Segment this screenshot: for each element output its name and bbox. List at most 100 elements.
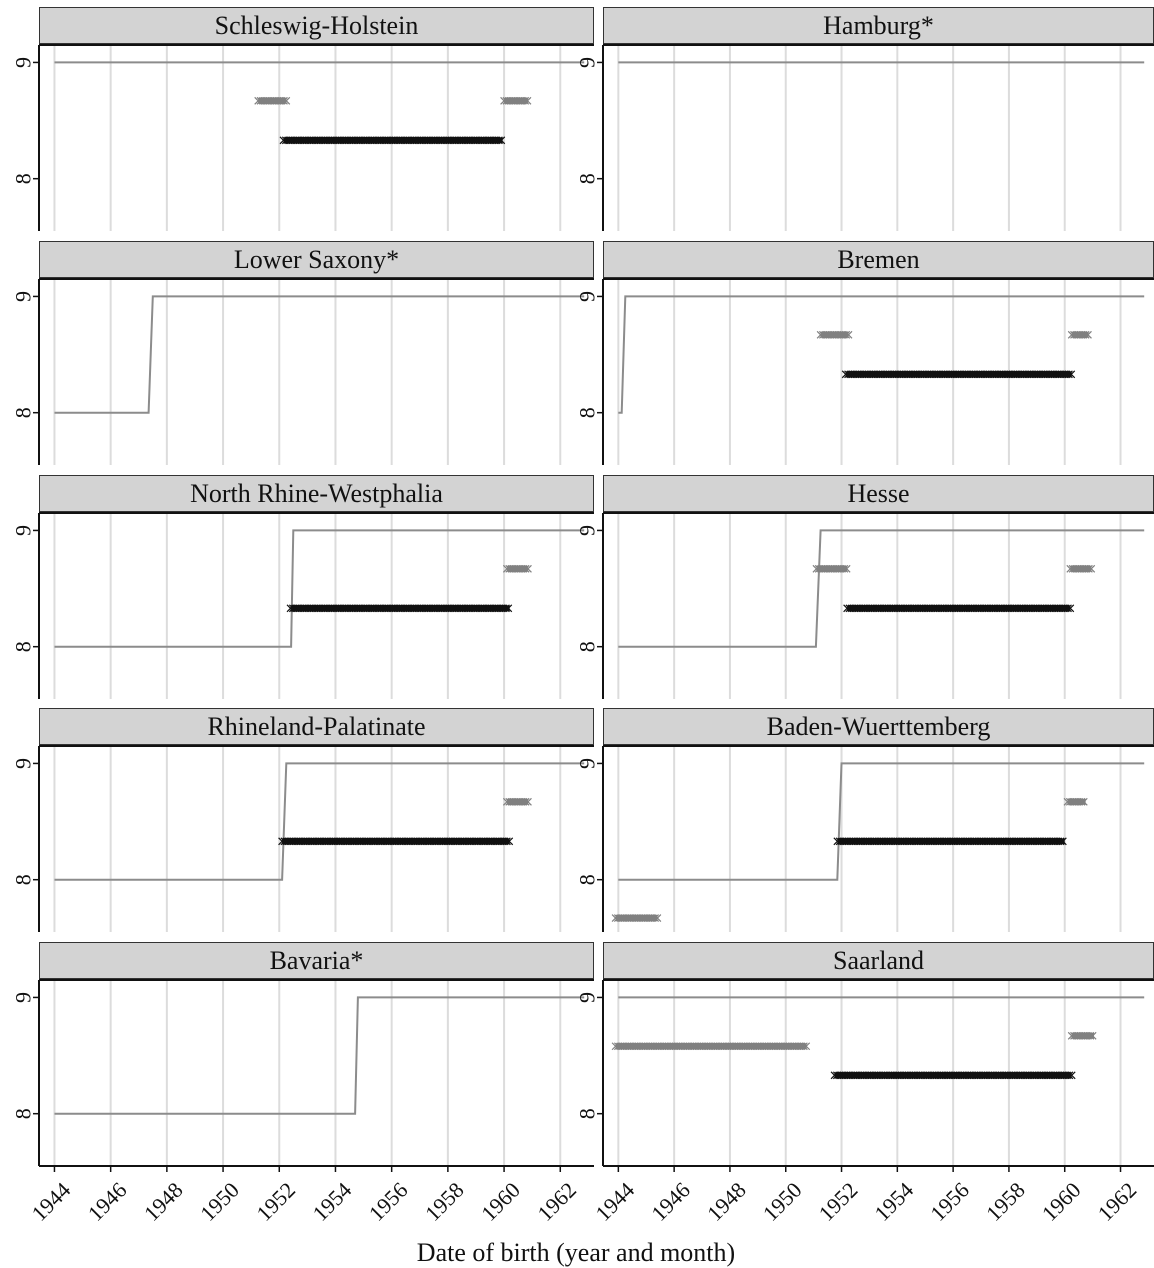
facet-strip: [39, 475, 594, 512]
panel: Rhineland-Palatinate 8 9: [11, 708, 594, 932]
x-tick-label: 1950: [758, 1177, 807, 1226]
segment-gray: [500, 96, 532, 105]
step-line: [618, 295, 1145, 414]
x-tick-label: 1952: [814, 1177, 863, 1226]
panel: Saarland 8 9: [575, 942, 1154, 1167]
segment-dark: [279, 136, 506, 145]
segment-mark: [1079, 797, 1088, 806]
segment-gray: [816, 330, 853, 339]
segment-mark: [505, 837, 514, 846]
facet-title: Saarland: [833, 946, 924, 975]
y-tick-label: 9: [575, 758, 600, 769]
segment-mark: [524, 564, 532, 573]
facet-title: Baden-Wuerttemberg: [767, 712, 991, 741]
x-tick-label: 1960: [1037, 1177, 1086, 1226]
step-line: [54, 529, 585, 648]
x-tick-label: 1944: [590, 1177, 639, 1226]
facet-title: Bavaria*: [270, 946, 364, 975]
panel: North Rhine-Westphalia 8 9: [11, 475, 594, 699]
y-tick-label: 9: [575, 992, 600, 1003]
segment-mark: [494, 136, 503, 145]
x-tick-label: 1956: [925, 1177, 974, 1226]
segment-mark: [842, 564, 851, 573]
facet-title: North Rhine-Westphalia: [190, 479, 443, 508]
step-line: [54, 996, 585, 1115]
segment-dark: [278, 837, 514, 846]
y-tick-label: 9: [575, 525, 600, 536]
segment-mark: [497, 136, 506, 145]
panel: Hesse 8 9: [575, 475, 1154, 699]
x-tick-label: 1952: [251, 1177, 300, 1226]
segment-gray: [254, 96, 291, 105]
segment-mark: [524, 797, 532, 806]
facet-strip: [39, 241, 594, 278]
y-tick-label: 9: [11, 992, 36, 1003]
y-tick-label: 9: [11, 758, 36, 769]
segment-dark: [830, 1071, 1076, 1080]
facet-title: Lower Saxony*: [234, 245, 399, 274]
segment-mark: [1088, 1031, 1097, 1040]
segment-mark: [523, 96, 532, 105]
segment-mark: [844, 330, 853, 339]
x-tick-label: 1946: [646, 1177, 695, 1226]
segment-mark: [521, 797, 530, 806]
segment-dark: [833, 837, 1067, 846]
segment-mark: [282, 96, 291, 105]
segment-gray: [611, 914, 662, 922]
y-tick-label: 9: [11, 57, 36, 68]
segment-mark: [840, 564, 849, 573]
x-tick-label: 1962: [1093, 1177, 1142, 1226]
facet-strip: [603, 241, 1154, 278]
segment-mark: [502, 604, 510, 613]
y-tick-label: 8: [575, 173, 600, 184]
segment-mark: [521, 564, 530, 573]
x-tick-label: 1960: [476, 1177, 525, 1226]
step-line: [54, 295, 585, 414]
segment-mark: [280, 96, 288, 105]
y-tick-label: 8: [11, 874, 36, 885]
x-tick-label: 1958: [420, 1177, 469, 1226]
segment-mark: [1084, 330, 1092, 339]
facet-title: Rhineland-Palatinate: [207, 712, 425, 741]
segment-mark: [1087, 564, 1096, 573]
facet-strip: [603, 7, 1154, 44]
segment-mark: [1056, 837, 1065, 846]
step-line: [618, 529, 1145, 648]
segment-gray: [812, 564, 851, 573]
segment-gray: [1067, 330, 1092, 339]
y-tick-label: 8: [575, 874, 600, 885]
y-tick-label: 8: [575, 641, 600, 652]
x-tick-label: 1954: [869, 1177, 918, 1226]
segment-gray: [1067, 1031, 1097, 1040]
segment-mark: [1064, 370, 1073, 379]
segment-mark: [504, 604, 513, 613]
x-tick-label: 1950: [195, 1177, 244, 1226]
y-tick-label: 8: [575, 1108, 600, 1119]
facet-title: Hesse: [847, 479, 909, 508]
segment-mark: [502, 837, 511, 846]
x-tick-label: 1946: [83, 1177, 132, 1226]
segment-mark: [651, 914, 660, 922]
facet-strip: [603, 942, 1154, 979]
segment-dark: [843, 604, 1075, 613]
segment-dark: [841, 370, 1076, 379]
segment-mark: [842, 330, 851, 339]
x-tick-label: 1962: [532, 1177, 581, 1226]
y-tick-label: 9: [11, 291, 36, 302]
facet-strip: [39, 7, 594, 44]
segment-gray: [1066, 564, 1096, 573]
y-tick-label: 8: [11, 641, 36, 652]
facet-title: Bremen: [837, 245, 919, 274]
x-tick-label: 1956: [364, 1177, 413, 1226]
segment-mark: [1066, 604, 1075, 613]
segment-mark: [802, 1042, 811, 1051]
facet-strip: [39, 708, 594, 745]
segment-mark: [1065, 1071, 1074, 1080]
panel: Hamburg* 8 9: [575, 7, 1154, 231]
segment-mark: [1081, 330, 1090, 339]
y-tick-label: 8: [11, 1108, 36, 1119]
segment-mark: [1067, 370, 1076, 379]
y-tick-label: 9: [575, 291, 600, 302]
x-axes-layer: 1944 1946 1948 1950 1952 1954 1956 1958 1960 1962…: [27, 1166, 1142, 1226]
